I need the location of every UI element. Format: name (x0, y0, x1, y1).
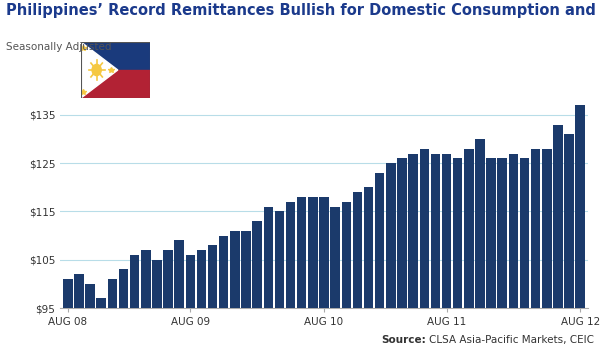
Bar (297, 197, 307, 350)
Bar (397, 158, 407, 350)
Bar (119, 270, 128, 350)
Bar (185, 255, 195, 350)
Bar (475, 139, 485, 350)
Bar (331, 206, 340, 350)
Bar (509, 154, 518, 350)
Bar (308, 197, 317, 350)
Bar (575, 105, 585, 350)
Bar (81, 42, 150, 70)
Bar (163, 250, 173, 350)
Bar (275, 211, 284, 350)
Bar (81, 70, 150, 98)
Bar (409, 154, 418, 350)
Bar (141, 250, 151, 350)
Bar (286, 202, 295, 350)
Bar (74, 274, 83, 350)
Bar (107, 279, 117, 350)
Text: Seasonally Adjusted: Seasonally Adjusted (6, 42, 112, 52)
Text: Source:: Source: (381, 335, 426, 345)
Bar (241, 231, 251, 350)
Bar (208, 245, 217, 350)
Bar (364, 187, 373, 350)
Bar (531, 149, 541, 350)
Bar (253, 221, 262, 350)
Bar (453, 158, 463, 350)
Text: CLSA Asia-Pacific Markets, CEIC: CLSA Asia-Pacific Markets, CEIC (0, 349, 1, 350)
Bar (152, 260, 161, 350)
Bar (197, 250, 206, 350)
Bar (63, 279, 73, 350)
Bar (175, 240, 184, 350)
Bar (520, 158, 529, 350)
Bar (542, 149, 551, 350)
Text: Source:: Source: (0, 349, 1, 350)
Bar (97, 298, 106, 350)
Bar (419, 149, 429, 350)
Bar (497, 158, 507, 350)
Text: CLSA Asia-Pacific Markets, CEIC: CLSA Asia-Pacific Markets, CEIC (429, 335, 594, 345)
Bar (353, 192, 362, 350)
Bar (487, 158, 496, 350)
Polygon shape (81, 42, 118, 98)
Bar (85, 284, 95, 350)
Bar (464, 149, 473, 350)
Text: Philippines’ Record Remittances Bullish for Domestic Consumption and Property: Philippines’ Record Remittances Bullish … (6, 4, 600, 19)
Bar (553, 125, 563, 350)
Bar (341, 202, 351, 350)
Bar (319, 197, 329, 350)
Bar (442, 154, 451, 350)
Bar (130, 255, 139, 350)
Bar (230, 231, 239, 350)
Bar (386, 163, 395, 350)
Bar (565, 134, 574, 350)
Bar (375, 173, 385, 350)
Circle shape (92, 64, 101, 76)
Bar (263, 206, 273, 350)
Bar (431, 154, 440, 350)
Bar (219, 236, 229, 350)
